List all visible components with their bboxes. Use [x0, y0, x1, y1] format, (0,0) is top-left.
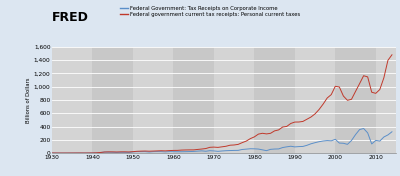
Bar [254, 47, 295, 153]
Bar [295, 47, 335, 153]
Bar [174, 47, 214, 153]
Bar [92, 47, 133, 153]
Bar [376, 47, 396, 153]
Bar [52, 47, 92, 153]
Bar [335, 47, 376, 153]
Text: FRED: FRED [52, 11, 89, 24]
Bar [214, 47, 254, 153]
Legend: Federal Government: Tax Receipts on Corporate Income, Federal government current: Federal Government: Tax Receipts on Corp… [120, 6, 300, 17]
Bar [133, 47, 174, 153]
Y-axis label: Billions of Dollars: Billions of Dollars [26, 77, 31, 123]
